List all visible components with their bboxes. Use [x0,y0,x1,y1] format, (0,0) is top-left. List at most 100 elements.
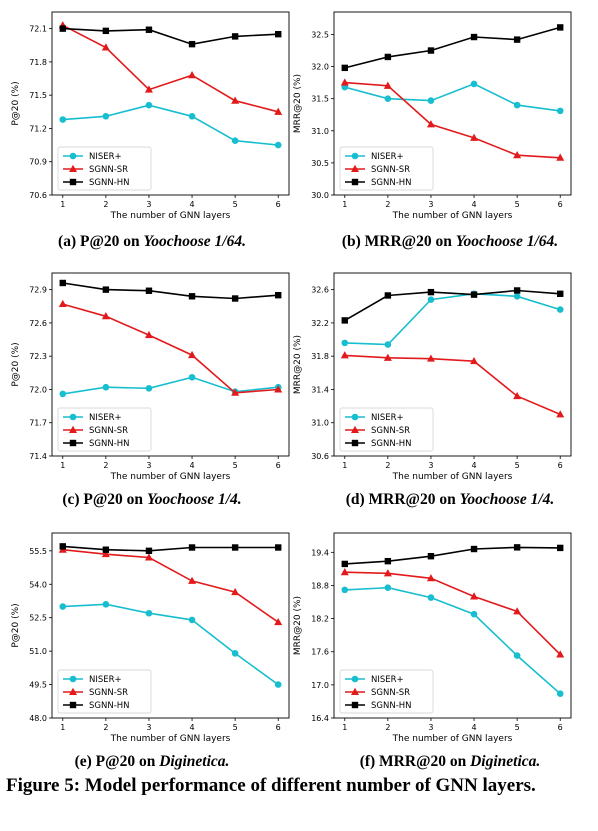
data-point-niser+ [513,292,521,300]
subfigure-caption-prefix: (e) P@20 on [75,753,160,770]
series-line-sgnn-sr [344,571,561,656]
x-tick-label: 5 [515,723,520,732]
subfigure-caption: (a) P@20 on Yoochoose 1/64. [58,233,246,250]
data-point-sgnn-hn [145,26,153,33]
data-point-sgnn-sr [470,592,479,600]
subfigure-caption-prefix: (f) MRR@20 on [360,753,470,770]
legend-label: NISER+ [371,675,404,685]
x-tick-label: 5 [233,723,238,732]
data-point-sgnn-hn [102,546,110,553]
plot-frame [333,532,572,719]
y-tick-label: 48.0 [29,714,47,723]
data-point-sgnn-hn [145,547,153,555]
series-line-niser+ [344,586,561,695]
subfigure-caption-prefix: (a) P@20 on [58,233,143,250]
y-tick-label: 19.4 [311,548,329,557]
legend-label: SGNN-HN [371,439,412,449]
data-point-sgnn-sr [231,388,240,396]
data-point-sgnn-hn [351,439,359,447]
x-tick-label: 4 [189,723,194,732]
data-point-sgnn-sr [340,568,349,576]
data-point-sgnn-hn [341,64,348,72]
y-tick-label: 17.6 [311,648,329,657]
data-point-sgnn-hn [102,27,110,35]
series-line-sgnn-hn [62,282,279,300]
data-point-sgnn-hn [351,178,359,186]
y-axis-label: P@20 (%) [11,603,21,647]
legend-label: SGNN-SR [89,426,128,436]
x-tick-label: 6 [276,461,281,470]
data-point-sgnn-hn [231,33,239,40]
series-line-sgnn-hn [62,545,279,552]
data-point-sgnn-sr [274,107,283,115]
y-tick-label: 32.6 [311,286,329,295]
data-point-sgnn-sr [144,553,153,561]
data-point-niser+ [231,137,239,144]
data-point-sgnn-hn [102,286,110,293]
subfigure-caption-dataset: Yoochoose 1/4. [460,491,555,508]
x-tick-label: 3 [146,200,151,209]
subfigure-caption-prefix: (b) MRR@20 on [342,233,456,250]
x-axis-label: The number of GNN layers [110,472,231,482]
data-point-sgnn-sr [426,120,435,128]
data-point-sgnn-sr [513,150,522,159]
data-point-sgnn-sr [426,354,435,362]
data-point-niser+ [102,112,110,120]
x-tick-label: 1 [342,723,347,732]
legend-label: NISER+ [89,675,122,685]
y-axis-label: P@20 (%) [11,342,21,386]
data-point-sgnn-sr [101,43,110,51]
data-point-sgnn-sr [58,299,67,308]
data-point-sgnn-hn [470,291,478,298]
legend-label: SGNN-HN [371,178,412,188]
y-tick-label: 16.4 [311,714,329,723]
data-point-sgnn-sr [556,153,565,161]
data-point-sgnn-sr [556,650,565,658]
x-tick-label: 6 [558,723,563,732]
data-point-niser+ [69,152,77,160]
x-axis-label: The number of GNN layers [392,472,513,482]
x-tick-label: 6 [558,200,563,209]
legend-box [57,669,152,714]
data-point-sgnn-hn [69,701,77,709]
legend-label: NISER+ [371,413,404,423]
data-point-niser+ [231,650,239,657]
x-tick-label: 1 [342,461,347,470]
data-point-sgnn-sr [274,617,283,626]
y-axis-label: MRR@20 (%) [293,74,303,133]
data-point-sgnn-hn [384,557,392,565]
data-point-niser+ [341,586,349,594]
x-tick-label: 5 [233,461,238,470]
data-point-sgnn-hn [59,543,66,550]
x-tick-label: 6 [558,461,563,470]
data-point-sgnn-hn [557,290,564,297]
figure-caption: Figure 5: Model performance of different… [6,775,536,796]
data-point-niser+ [556,306,564,313]
y-tick-label: 49.5 [29,681,47,690]
data-point-sgnn-hn [513,544,521,551]
data-point-niser+ [59,116,67,123]
legend-label: SGNN-SR [371,165,410,175]
data-point-sgnn-hn [341,317,348,324]
series-line-sgnn-hn [344,289,561,322]
data-point-niser+ [427,97,435,104]
y-tick-label: 31.8 [311,352,329,361]
data-point-sgnn-hn [384,292,392,299]
x-tick-label: 4 [471,461,476,470]
data-point-sgnn-sr [340,351,349,359]
data-point-niser+ [69,413,77,421]
plot-frame [333,11,572,196]
data-point-niser+ [384,95,392,102]
plot-frame [333,272,572,457]
legend-label: SGNN-SR [371,426,410,436]
x-tick-label: 2 [103,723,108,732]
x-tick-label: 6 [276,200,281,209]
series-line-niser+ [62,376,279,395]
data-point-sgnn-hn [59,279,66,287]
data-point-sgnn-hn [470,545,478,553]
subfigure-caption-prefix: (d) MRR@20 on [346,491,460,508]
x-tick-label: 1 [342,200,347,209]
data-point-niser+ [188,616,196,624]
y-tick-label: 71.8 [29,58,47,67]
